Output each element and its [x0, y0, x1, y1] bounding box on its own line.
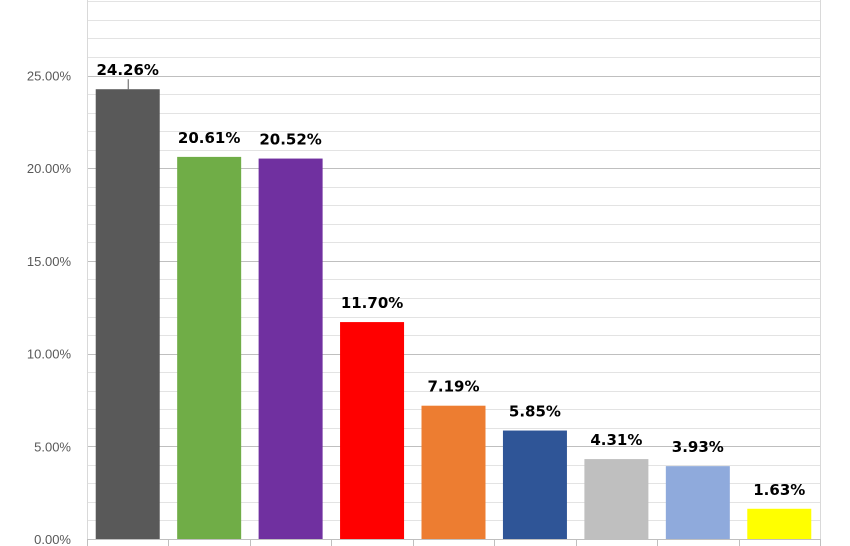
data-label: 4.31% — [590, 431, 642, 449]
y-axis: 0.00% 5.00% 10.00% 15.00% 20.00% 25.00% — [27, 0, 821, 546]
data-label: 24.26% — [96, 61, 158, 79]
data-label: 1.63% — [753, 481, 805, 499]
y-tick-label: 15.00% — [27, 254, 72, 269]
data-label: 7.19% — [427, 378, 479, 396]
bars — [95, 89, 812, 539]
bar — [584, 459, 649, 539]
bar — [258, 158, 323, 539]
bar — [502, 430, 567, 539]
bar — [340, 322, 405, 539]
y-tick-label: 10.00% — [27, 347, 72, 362]
data-label: 3.93% — [672, 438, 724, 456]
bar — [665, 466, 730, 539]
bar — [177, 156, 242, 539]
y-tick-label: 0.00% — [34, 532, 71, 546]
y-tick-label: 25.00% — [27, 69, 72, 84]
data-label: 5.85% — [509, 403, 561, 421]
bar — [421, 405, 486, 539]
x-axis — [87, 539, 821, 546]
data-label: 20.61% — [178, 129, 240, 147]
data-label: 11.70% — [341, 294, 403, 312]
y-tick-label: 5.00% — [34, 439, 71, 454]
bar — [95, 89, 160, 539]
y-tick-label: 20.00% — [27, 161, 72, 176]
bar — [747, 508, 812, 539]
data-label: 20.52% — [259, 131, 321, 149]
data-labels: 24.26% 20.61% 20.52% 11.70% 7.19% 5.85% 4.31% 3… — [96, 61, 805, 499]
